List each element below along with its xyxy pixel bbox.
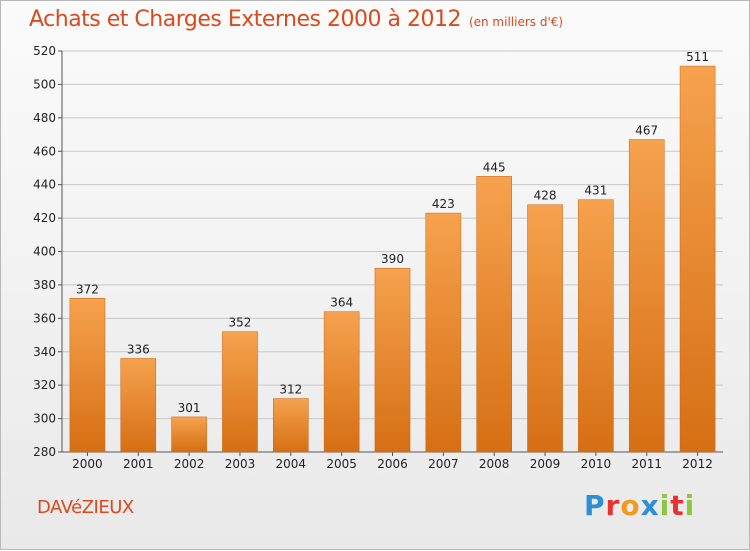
bar-value-label: 352	[229, 316, 252, 330]
bar	[273, 398, 309, 453]
x-tick-label: 2012	[682, 457, 713, 471]
bar-value-label: 372	[76, 282, 99, 296]
bar-value-label: 390	[381, 252, 404, 266]
y-tick-label: 420	[33, 211, 56, 225]
logo-letter: i	[684, 489, 696, 522]
x-tick-label: 2005	[326, 457, 357, 471]
x-tick-label: 2011	[631, 457, 662, 471]
y-tick-label: 380	[33, 278, 56, 292]
y-tick-label: 480	[33, 111, 56, 125]
commune-name: DAVéZIEUX	[37, 497, 134, 518]
chart-unit: (en milliers d'€)	[468, 15, 564, 29]
x-tick-label: 2007	[428, 457, 459, 471]
proxiti-logo: Proxiti	[584, 489, 695, 522]
bar	[69, 298, 106, 453]
bar	[476, 176, 512, 453]
bar-value-label: 301	[178, 401, 201, 415]
x-tick-label: 2002	[174, 457, 205, 471]
y-tick-label: 500	[33, 77, 56, 91]
bar	[527, 204, 563, 453]
x-tick-label: 2001	[123, 457, 154, 471]
x-tick-label: 2010	[581, 457, 612, 471]
logo-letter: i	[659, 489, 671, 522]
x-tick-label: 2004	[276, 457, 307, 471]
bar-value-label: 445	[483, 160, 506, 174]
bar-value-label: 364	[330, 296, 353, 310]
bar	[578, 199, 614, 453]
y-tick-label: 320	[33, 378, 56, 392]
bar	[323, 311, 360, 453]
x-tick-label: 2000	[72, 457, 103, 471]
y-tick-label: 520	[33, 44, 56, 58]
bar	[222, 331, 258, 453]
x-tick-label: 2003	[225, 457, 256, 471]
bar	[425, 212, 462, 453]
x-tick-label: 2006	[377, 457, 408, 471]
bar	[171, 416, 207, 453]
logo-letter: o	[620, 489, 641, 522]
y-tick-label: 360	[33, 311, 56, 325]
bar-value-label: 511	[686, 50, 709, 64]
bar-value-label: 312	[279, 383, 302, 397]
chart-title: Achats et Charges Externes 2000 à 2012 (e…	[29, 7, 563, 32]
chart-title-text: Achats et Charges Externes 2000 à 2012	[29, 7, 461, 32]
bar	[628, 139, 665, 453]
bar	[374, 267, 411, 453]
y-tick-label: 440	[33, 178, 56, 192]
logo-letter: x	[640, 489, 660, 522]
bar-value-label: 467	[635, 124, 658, 138]
labels: 280 300 320 340 360 380 400 420 440 460 480 500 520 3…	[33, 44, 713, 471]
bar-value-label: 336	[127, 342, 150, 356]
bar	[120, 358, 157, 453]
bars	[69, 65, 716, 453]
bar	[679, 65, 716, 453]
y-tick-label: 300	[33, 412, 56, 426]
x-tick-label: 2009	[530, 457, 561, 471]
logo-letter: P	[584, 489, 606, 522]
logo-letter: r	[605, 489, 621, 522]
logo-letter: t	[670, 489, 685, 522]
bar-value-label: 423	[432, 197, 455, 211]
y-tick-label: 460	[33, 144, 56, 158]
bar-value-label: 431	[584, 184, 607, 198]
y-tick-label: 400	[33, 245, 56, 259]
bar-value-label: 428	[534, 189, 557, 203]
x-tick-label: 2008	[479, 457, 510, 471]
y-tick-label: 340	[33, 345, 56, 359]
y-tick-label: 280	[33, 445, 56, 459]
